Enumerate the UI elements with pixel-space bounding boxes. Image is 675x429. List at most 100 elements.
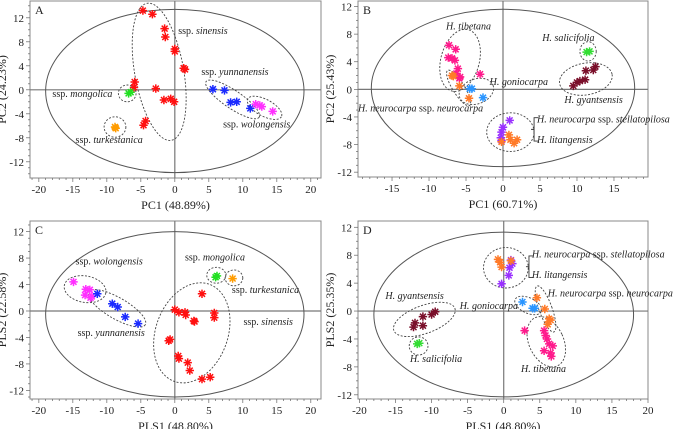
y-tick-label: -4 — [343, 112, 353, 124]
data-point — [518, 297, 527, 307]
x-tick-label: -10 — [99, 184, 114, 196]
series-ssp-mongolica — [211, 271, 222, 282]
y-tick-label: -8 — [15, 359, 25, 371]
x-tick-label: 10 — [571, 183, 583, 195]
data-point — [545, 339, 554, 349]
group-ellipse — [117, 84, 137, 103]
group-ellipse — [559, 62, 613, 96]
group-ellipse — [393, 301, 456, 338]
y-tick-label: -12 — [9, 385, 24, 397]
group-label: ssp. sinensis — [178, 26, 228, 37]
data-point — [130, 77, 139, 87]
group-label: H. tibetana — [520, 364, 566, 375]
y-tick-label: 8 — [347, 250, 353, 262]
data-point — [542, 334, 552, 344]
data-point — [246, 104, 255, 113]
panel-letter: C — [35, 223, 43, 237]
group-ellipse — [103, 116, 127, 138]
y-tick-label: -12 — [337, 390, 352, 402]
x-tick-label: 0 — [172, 405, 178, 417]
data-point — [427, 310, 436, 319]
group-ellipse — [458, 77, 495, 106]
x-axis-title: PLS1 (48.80%) — [138, 419, 213, 429]
plot-frame — [357, 220, 649, 400]
data-point — [455, 74, 464, 83]
group-label: H. tibetana — [445, 21, 491, 32]
group-ellipse — [224, 269, 244, 287]
data-point — [197, 374, 207, 384]
data-point — [508, 259, 517, 268]
group-ellipse — [483, 247, 529, 289]
x-tick-label: 20 — [305, 405, 317, 417]
x-tick-label: 15 — [608, 183, 620, 195]
data-point — [80, 290, 90, 300]
group-label: ssp. mongolica — [52, 89, 112, 100]
group-label: H. neurocarpa ssp. neurocarpa — [547, 288, 673, 299]
panel-letter: B — [363, 3, 371, 17]
data-point — [211, 273, 220, 282]
data-point — [505, 116, 514, 125]
data-point — [170, 305, 179, 314]
data-point — [190, 317, 199, 326]
group-label: ssp. wolongensis — [76, 257, 143, 268]
data-point — [415, 339, 424, 348]
x-tick-label: -5 — [136, 405, 146, 417]
group-ellipse — [579, 41, 597, 62]
series-h-gyantsensis — [409, 307, 440, 332]
y-tick-label: 12 — [341, 222, 352, 234]
group-label: ssp. yunnanensis — [78, 328, 145, 339]
data-point — [141, 116, 150, 126]
group-label: H. salicifolia — [541, 33, 594, 44]
group-label: H. gyantsensis — [563, 95, 622, 106]
data-point — [506, 135, 515, 144]
x-tick-label: -5 — [463, 405, 473, 417]
data-point — [467, 84, 477, 93]
x-tick-label: 5 — [537, 183, 543, 195]
data-point — [585, 47, 594, 56]
series-h-tibetana — [520, 326, 557, 361]
x-tick-label: -15 — [65, 184, 80, 196]
data-point — [185, 366, 194, 375]
data-point — [113, 302, 122, 312]
data-point — [589, 65, 598, 75]
data-point — [451, 45, 460, 54]
data-point — [431, 307, 440, 316]
y-tick-label: 0 — [347, 84, 353, 96]
data-point — [444, 41, 454, 50]
confidence-ellipse — [45, 8, 305, 174]
data-point — [126, 88, 135, 97]
y-tick-label: 0 — [347, 306, 353, 318]
data-point — [210, 308, 219, 318]
x-tick-label: -15 — [388, 405, 403, 417]
data-point — [546, 315, 555, 325]
x-tick-label: -20 — [32, 405, 47, 417]
y-tick-label: 12 — [341, 2, 352, 14]
data-point — [464, 94, 474, 103]
y-tick-label: 4 — [347, 278, 353, 290]
series-ssp-yunnanensis — [208, 85, 255, 113]
x-tick-label: 0 — [501, 405, 507, 417]
series-ssp-turkestanica — [228, 274, 237, 283]
data-point — [410, 318, 420, 328]
data-point — [505, 263, 514, 272]
group-ellipse — [526, 316, 567, 368]
data-point — [226, 98, 235, 107]
series-ssp-yunnanensis — [93, 289, 143, 328]
data-point — [572, 78, 582, 87]
series-h-litangensis — [493, 255, 516, 272]
confidence-ellipse — [373, 231, 635, 398]
y-axis-title: PC2 (24.23%) — [0, 55, 9, 124]
data-point — [418, 321, 428, 330]
data-point — [165, 335, 175, 344]
data-point — [498, 123, 508, 132]
x-axis-title: PLS1 (48.80%) — [466, 419, 541, 429]
data-point — [449, 72, 458, 81]
data-point — [69, 277, 78, 287]
series-h-neurocarpa-ssp-neurocarpa — [447, 71, 474, 103]
group-label: H. litangensis — [536, 135, 593, 146]
y-axis-title: PC2 (25.43%) — [323, 55, 337, 124]
x-axis-title: PC1 (60.71%) — [469, 197, 538, 211]
data-point — [540, 304, 549, 314]
data-point — [148, 10, 157, 19]
data-point — [575, 76, 585, 86]
